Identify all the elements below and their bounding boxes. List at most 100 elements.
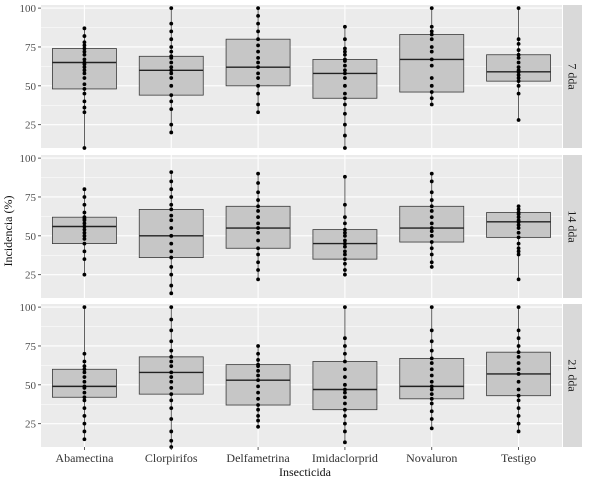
facet-strip	[563, 5, 582, 148]
data-point	[169, 54, 174, 59]
data-point	[82, 406, 87, 411]
data-point	[429, 221, 434, 226]
data-point	[169, 438, 174, 443]
data-point	[429, 204, 434, 209]
x-axis: Abamectina Clorpirifos Delfametrina Imidacl…	[55, 447, 536, 465]
data-point	[169, 218, 174, 223]
data-point	[343, 407, 347, 412]
data-point	[256, 252, 260, 257]
data-point	[169, 364, 174, 369]
data-point	[82, 91, 87, 96]
data-point	[343, 305, 347, 310]
data-point	[256, 260, 260, 265]
y-tick-label: 50	[25, 380, 37, 392]
data-point	[82, 99, 87, 104]
data-point	[343, 133, 347, 138]
data-point	[343, 221, 347, 226]
data-point	[516, 55, 521, 60]
data-point	[82, 395, 87, 400]
data-point	[256, 198, 260, 202]
data-point	[343, 268, 347, 272]
data-point	[82, 351, 87, 356]
data-point	[256, 204, 260, 209]
data-point	[82, 390, 87, 395]
y-axis-title: Incidencia (%)	[1, 196, 15, 267]
x-tick-label: Imidaclorprid	[312, 451, 378, 465]
data-point	[169, 354, 174, 359]
data-point	[169, 233, 174, 238]
data-point	[169, 328, 174, 333]
box-abamectina	[52, 187, 117, 277]
data-point	[256, 403, 260, 407]
data-point	[429, 417, 434, 421]
data-point	[82, 233, 87, 238]
data-point	[429, 171, 434, 176]
data-point	[429, 76, 434, 80]
data-point	[516, 6, 521, 11]
data-point	[256, 65, 260, 70]
y-tick-label: 100	[20, 302, 37, 314]
data-point	[82, 384, 87, 389]
data-point	[256, 424, 260, 429]
data-point	[82, 146, 87, 150]
data-point	[429, 32, 434, 37]
data-point	[256, 344, 260, 348]
data-point	[169, 187, 174, 192]
facet-panel-1: 25 50 75 100 7 dda	[20, 3, 582, 150]
data-point	[343, 83, 347, 88]
box-iqr	[399, 34, 465, 93]
data-point	[256, 246, 260, 251]
data-point	[82, 367, 87, 372]
data-point	[429, 90, 434, 94]
data-point	[429, 260, 434, 265]
data-point	[429, 240, 434, 244]
data-point	[516, 60, 521, 65]
data-point	[169, 283, 174, 288]
data-point	[343, 63, 347, 68]
data-point	[256, 43, 260, 48]
data-point	[169, 65, 174, 70]
data-point	[169, 107, 174, 112]
data-point	[169, 179, 174, 184]
data-point	[429, 6, 434, 11]
data-point	[343, 76, 347, 80]
box-delfametrina	[225, 344, 291, 429]
y-tick-label: 25	[25, 419, 37, 431]
data-point	[343, 375, 347, 379]
data-point	[343, 261, 347, 266]
data-point	[169, 213, 174, 218]
data-point	[169, 305, 174, 310]
box-delfametrina	[225, 171, 291, 282]
data-point	[82, 249, 87, 254]
data-point	[429, 229, 434, 234]
data-point	[169, 429, 174, 434]
data-point	[516, 41, 521, 46]
data-point	[429, 426, 434, 431]
data-point	[82, 82, 87, 87]
data-point	[82, 26, 87, 31]
data-point	[429, 233, 434, 238]
data-point	[169, 226, 174, 230]
y-tick-label: 25	[25, 270, 37, 282]
data-point	[429, 265, 434, 269]
box-imidaclorprid	[312, 305, 378, 445]
data-point	[169, 29, 174, 34]
data-point	[82, 46, 87, 51]
data-point	[343, 387, 347, 392]
data-point	[169, 122, 174, 127]
data-point	[169, 93, 174, 98]
data-point	[516, 305, 521, 310]
data-point	[516, 344, 521, 348]
facet-strip	[563, 155, 582, 298]
data-point	[516, 336, 521, 341]
data-point	[256, 49, 260, 54]
data-point	[256, 268, 260, 272]
data-point	[516, 398, 521, 403]
data-point	[516, 372, 521, 376]
data-point	[169, 83, 174, 88]
data-point	[429, 179, 434, 184]
data-point	[516, 249, 521, 254]
data-point	[343, 429, 347, 434]
data-point	[429, 83, 434, 88]
data-point	[429, 198, 434, 202]
